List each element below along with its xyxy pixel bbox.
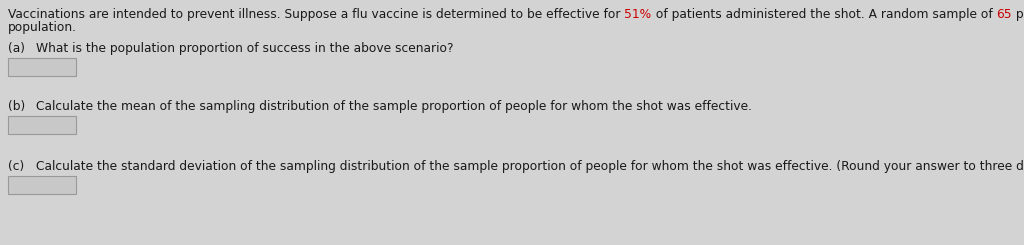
Text: (a): (a) <box>8 42 25 55</box>
Text: 51%: 51% <box>625 8 651 21</box>
Text: (b): (b) <box>8 100 26 113</box>
Bar <box>8 58 76 76</box>
Bar <box>8 176 76 194</box>
Text: (c): (c) <box>8 160 25 173</box>
Text: Calculate the standard deviation of the sampling distribution of the sample prop: Calculate the standard deviation of the … <box>36 160 1024 173</box>
Text: Vaccinations are intended to prevent illness. Suppose a flu vaccine is determine: Vaccinations are intended to prevent ill… <box>8 8 625 21</box>
Text: Calculate the mean of the sampling distribution of the sample proportion of peop: Calculate the mean of the sampling distr… <box>36 100 752 113</box>
Text: of patients administered the shot. A random sample of: of patients administered the shot. A ran… <box>651 8 996 21</box>
Text: population.: population. <box>8 21 77 34</box>
Text: 65: 65 <box>996 8 1012 21</box>
Text: people will be selected from the: people will be selected from the <box>1012 8 1024 21</box>
Bar <box>8 116 76 134</box>
Text: What is the population proportion of success in the above scenario?: What is the population proportion of suc… <box>36 42 454 55</box>
